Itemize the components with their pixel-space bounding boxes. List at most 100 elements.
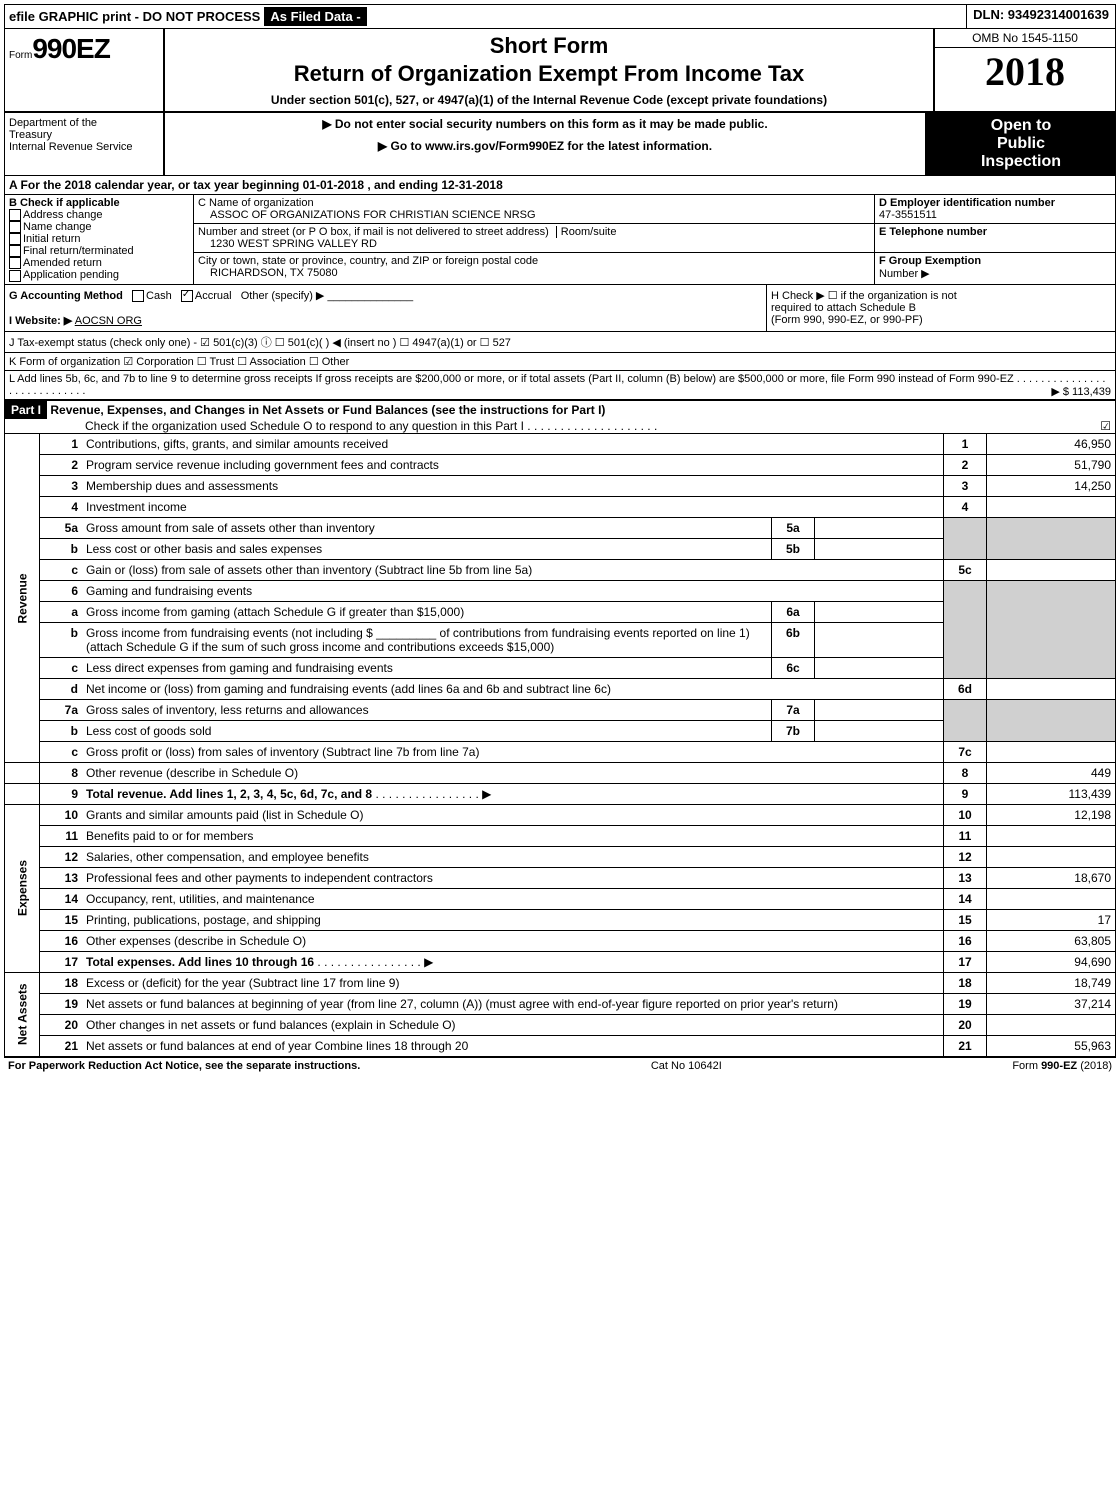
l10-v: 12,198	[987, 804, 1116, 825]
l8-tn: 8	[944, 762, 987, 783]
header-center: Short Form Return of Organization Exempt…	[165, 29, 933, 111]
l6d-v	[987, 678, 1116, 699]
l9-v: 113,439	[987, 783, 1116, 804]
l8-v: 449	[987, 762, 1116, 783]
l13-v: 18,670	[987, 867, 1116, 888]
l6d-tn: 6d	[944, 678, 987, 699]
bcd-row: B Check if applicable Address change Nam…	[5, 195, 1115, 285]
c-name-label: C Name of organization	[198, 197, 870, 209]
l12-d: Salaries, other compensation, and employ…	[82, 846, 944, 867]
l21-tn: 21	[944, 1035, 987, 1056]
form-id: Form990EZ	[5, 29, 165, 111]
l5c-d: Gain or (loss) from sale of assets other…	[82, 559, 944, 580]
form-word: Form	[9, 50, 32, 61]
l19-v: 37,214	[987, 993, 1116, 1014]
l5a-iv	[815, 517, 944, 538]
b-item-5: Application pending	[9, 269, 189, 281]
b-item-3: Final return/terminated	[9, 245, 189, 257]
l7-shade	[944, 699, 987, 741]
website-value: AOCSN ORG	[75, 315, 142, 327]
l9-tn: 9	[944, 783, 987, 804]
l3-v: 14,250	[987, 475, 1116, 496]
l14-n: 14	[40, 888, 83, 909]
c-city: City or town, state or province, country…	[194, 253, 874, 281]
l5a-d: Gross amount from sale of assets other t…	[82, 517, 772, 538]
part1-table: Revenue 1 Contributions, gifts, grants, …	[5, 434, 1115, 1057]
l5b-iv	[815, 538, 944, 559]
dept-l2: Treasury	[9, 129, 159, 141]
l14-tn: 14	[944, 888, 987, 909]
l7c-n: c	[40, 741, 83, 762]
l7c-v	[987, 741, 1116, 762]
l15-tn: 15	[944, 909, 987, 930]
c-name: C Name of organization ASSOC OF ORGANIZA…	[194, 195, 874, 224]
d-ein: D Employer identification number 47-3551…	[875, 195, 1115, 224]
l4-tn: 4	[944, 496, 987, 517]
l20-d: Other changes in net assets or fund bala…	[82, 1014, 944, 1035]
public: Public	[931, 135, 1111, 153]
b-item-2: Initial return	[9, 233, 189, 245]
d-group-label: F Group Exemption	[879, 255, 1111, 267]
l-text: L Add lines 5b, 6c, and 7b to line 9 to …	[9, 373, 1014, 385]
c-street-value: 1230 WEST SPRING VALLEY RD	[198, 238, 870, 250]
side-netassets: Net Assets	[5, 972, 40, 1056]
l7c-tn: 7c	[944, 741, 987, 762]
l6a-in: 6a	[772, 601, 815, 622]
l19-tn: 19	[944, 993, 987, 1014]
footer-left: For Paperwork Reduction Act Notice, see …	[8, 1060, 360, 1072]
l17-v: 94,690	[987, 951, 1116, 972]
l6-d: Gaming and fundraising events	[82, 580, 944, 601]
form-990ez: efile GRAPHIC print - DO NOT PROCESS As …	[4, 4, 1116, 1058]
l20-v	[987, 1014, 1116, 1035]
l6d-n: d	[40, 678, 83, 699]
l16-v: 63,805	[987, 930, 1116, 951]
l12-v	[987, 846, 1116, 867]
side-blank2	[5, 783, 40, 804]
l2-n: 2	[40, 454, 83, 475]
l11-tn: 11	[944, 825, 987, 846]
l15-v: 17	[987, 909, 1116, 930]
l16-n: 16	[40, 930, 83, 951]
l-amount: ▶ $ 113,439	[1051, 385, 1111, 398]
l2-tn: 2	[944, 454, 987, 475]
l5c-n: c	[40, 559, 83, 580]
l3-n: 3	[40, 475, 83, 496]
side-blank1	[5, 762, 40, 783]
part1-header: Part I Revenue, Expenses, and Changes in…	[5, 401, 1115, 434]
l7b-iv	[815, 720, 944, 741]
form-title: Return of Organization Exempt From Incom…	[173, 61, 925, 87]
open: Open to	[931, 117, 1111, 135]
l7a-iv	[815, 699, 944, 720]
b-item-4: Amended return	[9, 257, 189, 269]
h-col: H Check ▶ ☐ if the organization is not r…	[766, 285, 1115, 331]
gh-row: G Accounting Method Cash Accrual Other (…	[5, 285, 1115, 332]
h-l3: (Form 990, 990-EZ, or 990-PF)	[771, 314, 1111, 326]
l5c-tn: 5c	[944, 559, 987, 580]
l6c-iv	[815, 657, 944, 678]
topbar-left: efile GRAPHIC print - DO NOT PROCESS As …	[5, 5, 371, 28]
l17-tn: 17	[944, 951, 987, 972]
d-tel-label: E Telephone number	[879, 226, 1111, 238]
l6a-n: a	[40, 601, 83, 622]
d-tel: E Telephone number	[875, 224, 1115, 253]
l18-v: 18,749	[987, 972, 1116, 993]
form-subtitle: Under section 501(c), 527, or 4947(a)(1)…	[173, 93, 925, 107]
l13-tn: 13	[944, 867, 987, 888]
dept-c1: ▶ Do not enter social security numbers o…	[169, 117, 921, 131]
d-ein-label: D Employer identification number	[879, 197, 1111, 209]
d-ein-value: 47-3551511	[879, 209, 1111, 221]
l19-n: 19	[40, 993, 83, 1014]
l6c-d: Less direct expenses from gaming and fun…	[82, 657, 772, 678]
l16-tn: 16	[944, 930, 987, 951]
l6a-iv	[815, 601, 944, 622]
form-number: 990EZ	[32, 33, 110, 64]
l10-d: Grants and similar amounts paid (list in…	[82, 804, 944, 825]
l18-n: 18	[40, 972, 83, 993]
h-l2: required to attach Schedule B	[771, 302, 1111, 314]
g-cash: Cash	[146, 290, 172, 302]
l7b-d: Less cost of goods sold	[82, 720, 772, 741]
l7b-n: b	[40, 720, 83, 741]
c-name-value: ASSOC OF ORGANIZATIONS FOR CHRISTIAN SCI…	[198, 209, 870, 221]
l2-v: 51,790	[987, 454, 1116, 475]
footer: For Paperwork Reduction Act Notice, see …	[4, 1058, 1116, 1074]
